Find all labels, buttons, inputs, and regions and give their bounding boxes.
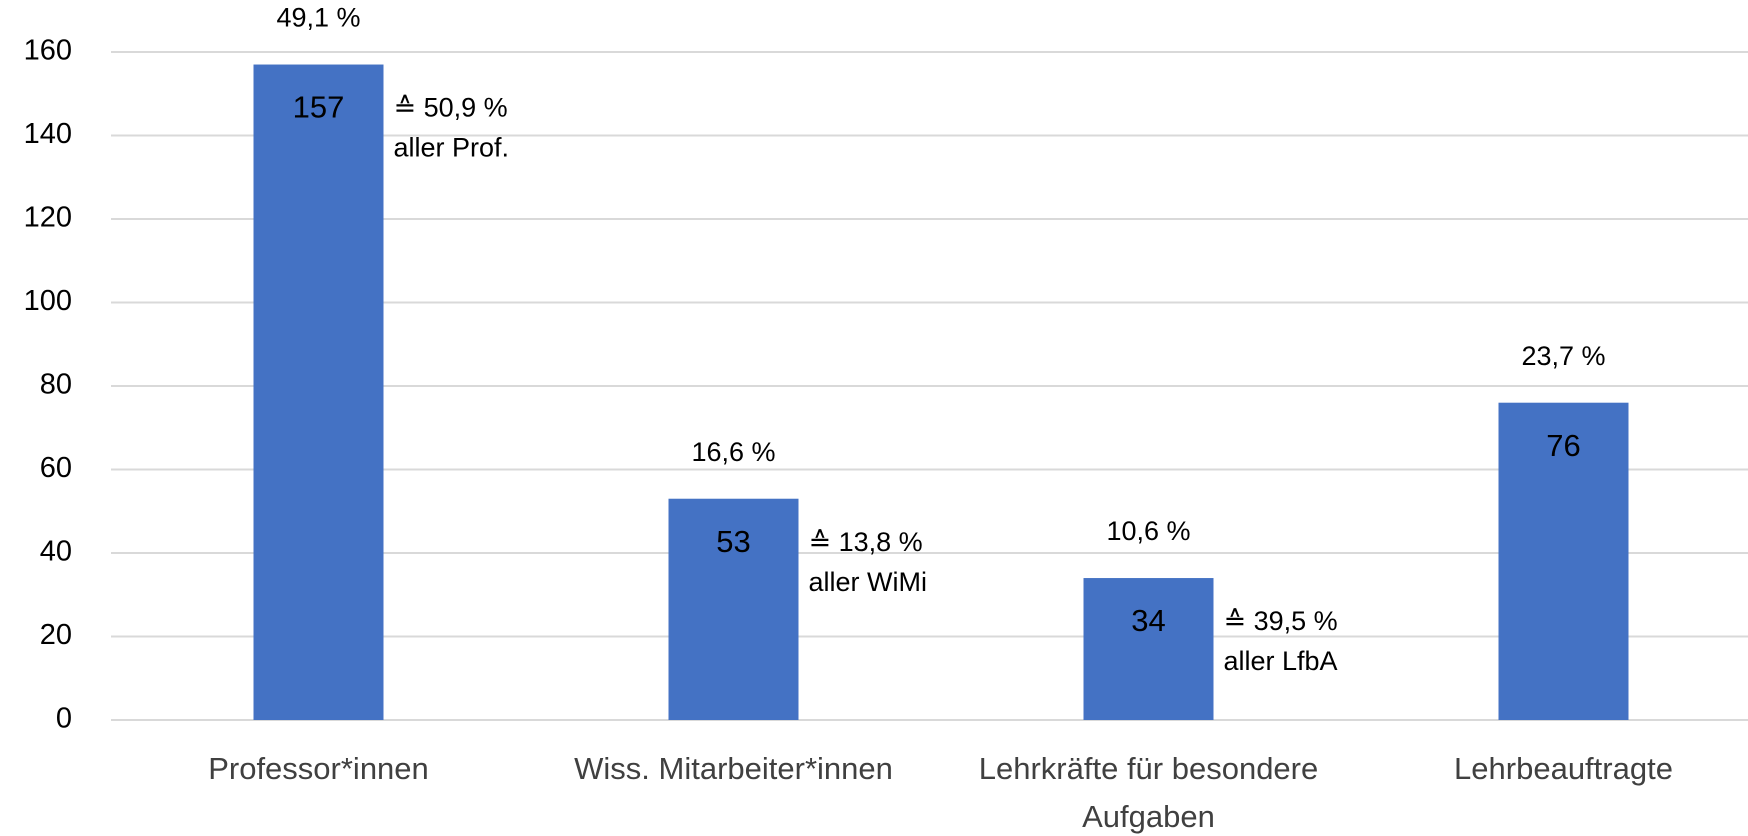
annotation: ≙ 50,9 % [394,93,508,123]
y-tick-label: 160 [24,35,72,67]
bar [253,64,384,720]
x-tick-label: Wiss. Mitarbeiter*innen [574,751,893,786]
y-tick-label: 100 [24,285,72,317]
y-tick-label: 80 [40,369,72,401]
y-tick-label: 0 [56,703,72,735]
x-label-box: Lehrbeauftragte [1454,751,1673,786]
annotation: aller Prof. [394,133,510,163]
y-tick-label: 20 [40,619,72,651]
x-label-box: Wiss. Mitarbeiter*innen [574,751,893,786]
y-tick-label: 120 [24,202,72,234]
share-label: 16,6 % [691,437,775,467]
bar [1083,578,1214,720]
x-label-box: Professor*innen [208,751,429,786]
share-label: 49,1 % [276,3,360,33]
annotation: ≙ 13,8 % [809,527,923,557]
x-label-box: Lehrkräfte für besondere Aufgaben [978,751,1319,834]
x-tick-label: Lehrbeauftragte [1454,751,1673,786]
share-label: 23,7 % [1521,341,1605,371]
bar-value-label: 76 [1546,428,1580,463]
bar-value-label: 34 [1131,603,1165,638]
share-label: 10,6 % [1106,516,1190,546]
annotation: ≙ 39,5 % [1224,606,1338,636]
y-tick-label: 140 [24,118,72,150]
y-tick-label: 60 [40,452,72,484]
bar [1498,402,1629,720]
bar [668,498,799,720]
bar-value-label: 157 [293,90,345,125]
annotation: aller LfbA [1224,646,1338,676]
annotation: aller WiMi [809,567,928,597]
bar-value-label: 53 [716,524,750,559]
y-tick-label: 40 [40,536,72,568]
x-tick-label: Professor*innen [208,751,429,786]
x-tick-label: Lehrkräfte für besondere Aufgaben [978,751,1319,834]
